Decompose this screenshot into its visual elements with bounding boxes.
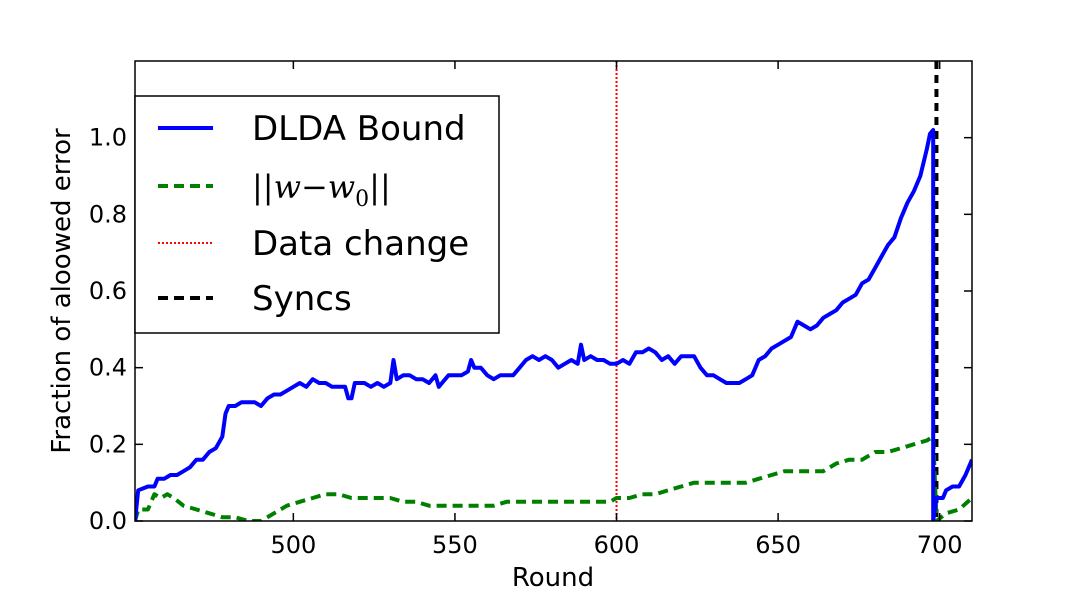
legend-label-norm: ||w−w0||: [252, 168, 391, 212]
series-group: [135, 61, 972, 521]
series-clip-group: [135, 61, 972, 521]
y-tick-label: 0.6: [89, 277, 127, 305]
x-tick-label: 600: [594, 531, 640, 559]
y-tick-label: 0.0: [89, 507, 127, 535]
series-norm-line: [135, 434, 972, 521]
legend-box: [134, 95, 500, 334]
x-axis-label: Round: [512, 563, 594, 593]
tick-group: 500 550 600 650 700 0.0 0.2 0.4 0.6 0.8 1.0: [89, 61, 972, 559]
legend-label-syncs: Syncs: [252, 279, 352, 319]
y-tick-label: 0.8: [89, 200, 127, 228]
y-tick-label: 0.4: [89, 354, 127, 382]
legend: DLDA Bound ||w−w0|| Data change Syncs: [134, 95, 500, 334]
legend-label-dlda-bound: DLDA Bound: [252, 109, 466, 149]
y-tick-label: 1.0: [89, 124, 127, 152]
y-tick-label: 0.2: [89, 430, 127, 458]
x-tick-label: 500: [270, 531, 316, 559]
x-tick-label: 550: [432, 531, 478, 559]
series-dlda-bound-line: [135, 128, 972, 521]
legend-label-data-change: Data change: [252, 224, 469, 264]
y-axis-label: Fraction of aloowed error: [47, 128, 77, 454]
x-tick-label: 650: [755, 531, 801, 559]
x-tick-label: 700: [917, 531, 963, 559]
